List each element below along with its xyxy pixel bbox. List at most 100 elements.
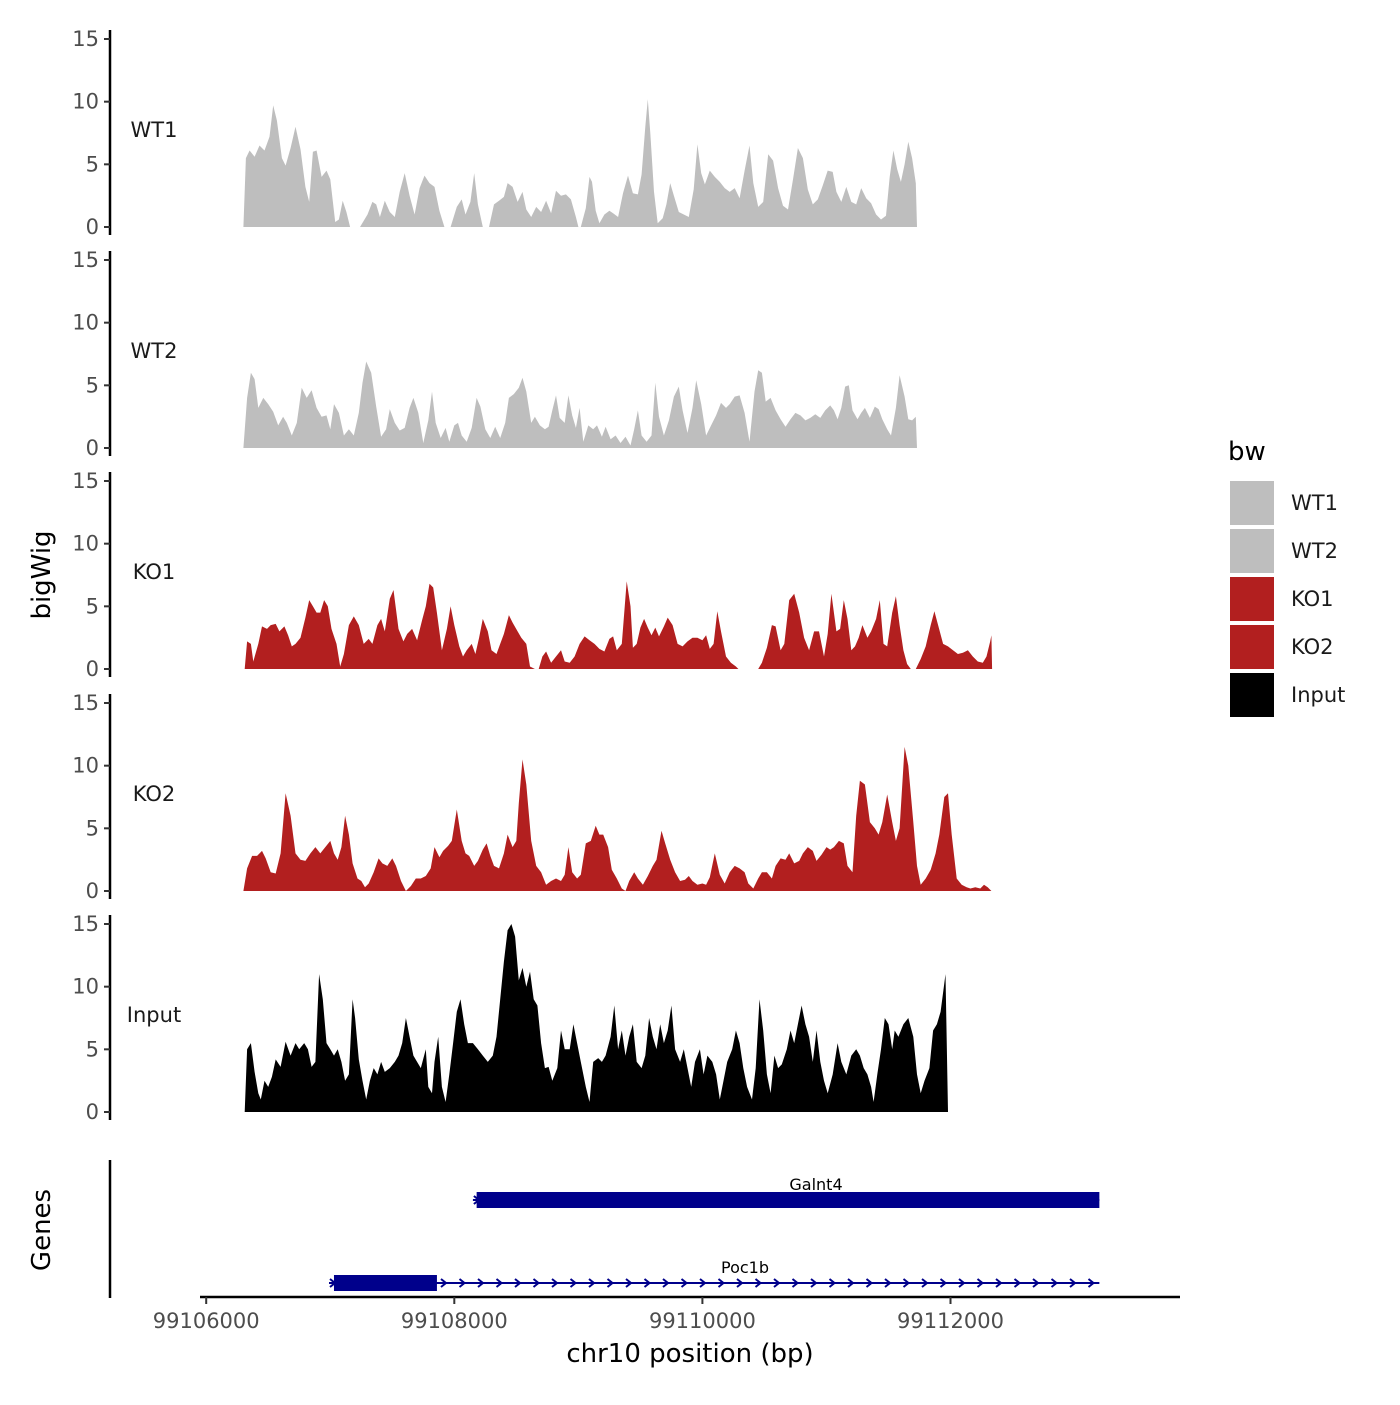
strand-arrow [828,1278,837,1288]
y-tick-label: 10 [72,754,99,778]
legend-label: WT2 [1291,539,1338,563]
legend-title: bw [1228,437,1266,467]
y-tick-label: 10 [72,975,99,999]
track-input: 0 5 10 15 Input [72,912,948,1124]
y-tick-label: 5 [86,594,99,618]
strand-arrow [847,1278,855,1288]
legend-label: KO2 [1291,635,1334,659]
strand-arrow [699,1278,707,1288]
strand-arrow [717,1278,726,1288]
track-wt2: 0 5 10 15 WT2 [72,248,917,460]
legend-label: KO1 [1291,587,1334,611]
coverage-area-wt1 [243,99,917,227]
strand-arrow [884,1278,892,1288]
gene-exon [476,1192,1100,1208]
y-tick-label: 0 [86,1100,99,1124]
y-tick-label: 5 [86,152,99,176]
track-ko1: 0 5 10 15 KO1 [72,469,993,681]
strand-arrow [810,1278,818,1288]
x-axis-title: chr10 position (bp) [566,1339,813,1369]
strand-arrow [643,1278,652,1288]
track-label: KO2 [133,782,176,806]
legend-key-ko1 [1230,577,1274,621]
y-tick-label: 15 [72,27,99,51]
strand-arrow [939,1278,948,1288]
strand-arrow [477,1278,485,1288]
legend: bw WT1 WT2 KO1 KO2 Input [1228,437,1345,717]
strand-arrow [551,1278,559,1288]
x-tick-label: 99108000 [401,1309,508,1333]
track-label: Input [127,1003,181,1027]
legend-key-wt2 [1230,529,1274,573]
y-tick-label: 5 [86,373,99,397]
legend-key-wt1 [1230,481,1274,525]
y-tick-label: 15 [72,248,99,272]
coverage-area-ko2 [243,746,992,891]
y-tick-label: 5 [86,816,99,840]
y-tick-label: 10 [72,532,99,556]
track-label: KO1 [133,560,176,584]
track-label: WT2 [131,339,178,363]
y-tick-label: 10 [72,90,99,114]
y-tick-label: 0 [86,879,99,903]
strand-arrow [754,1278,763,1288]
gene-label: Galnt4 [789,1175,842,1194]
strand-arrow [440,1278,448,1288]
legend-key-input [1230,673,1274,717]
strand-arrow [458,1278,467,1288]
y-tick-label: 15 [72,912,99,936]
gene-label: Poc1b [721,1258,769,1277]
gene-track: Galnt4 Poc1b [108,1160,1100,1298]
x-axis: 99106000 99108000 99110000 99112000 [153,1295,1180,1333]
bigwig-tracks: 0 5 10 15 WT1 0 5 10 15 WT2 0 5 10 15 KO1 0 5 10 15 KO2 0 5 10… [72,27,993,1124]
strand-arrow [495,1278,504,1288]
strand-arrow [791,1278,800,1288]
y-tick-label: 5 [86,1037,99,1061]
strand-arrow [662,1278,670,1288]
strand-arrow [921,1278,929,1288]
x-tick-label: 99112000 [897,1309,1004,1333]
y-tick-label: 15 [72,469,99,493]
strand-arrow [865,1278,874,1288]
track-wt1: 0 5 10 15 WT1 [72,27,917,239]
gene-exon [333,1275,437,1291]
strand-arrow [588,1278,596,1288]
y-tick-label: 0 [86,436,99,460]
strand-arrow [958,1278,966,1288]
legend-label: Input [1291,683,1345,707]
strand-arrow [569,1278,578,1288]
track-label: WT1 [131,118,178,142]
strand-arrow [625,1278,633,1288]
strand-arrow [976,1278,985,1288]
coverage-area-ko1 [244,581,993,669]
track-ko2: 0 5 10 15 KO2 [72,691,992,903]
gene-galnt4: Galnt4 [472,1175,1100,1208]
strand-arrow [902,1278,911,1288]
strand-arrow [1087,1278,1096,1288]
strand-arrow [1013,1278,1022,1288]
strand-arrow [606,1278,615,1288]
strand-arrow [1032,1278,1040,1288]
coverage-area-input [244,924,948,1112]
coverage-area-wt2 [243,361,917,448]
strand-arrow [532,1278,541,1288]
genes-axis-title: Genes [27,1189,57,1271]
y-tick-label: 0 [86,657,99,681]
strand-arrow [736,1278,744,1288]
y-tick-label: 10 [72,311,99,335]
y-axis-title: bigWig [27,530,57,619]
strand-arrow [1050,1278,1059,1288]
strand-arrow [773,1278,781,1288]
y-tick-label: 0 [86,215,99,239]
y-tick-label: 15 [72,691,99,715]
x-tick-label: 99110000 [649,1309,756,1333]
x-tick-label: 99106000 [153,1309,260,1333]
legend-label: WT1 [1291,491,1338,515]
strand-arrow [680,1278,689,1288]
strand-arrow [514,1278,522,1288]
gene-poc1b: Poc1b [329,1258,1100,1291]
strand-arrow [995,1278,1003,1288]
legend-key-ko2 [1230,625,1274,669]
